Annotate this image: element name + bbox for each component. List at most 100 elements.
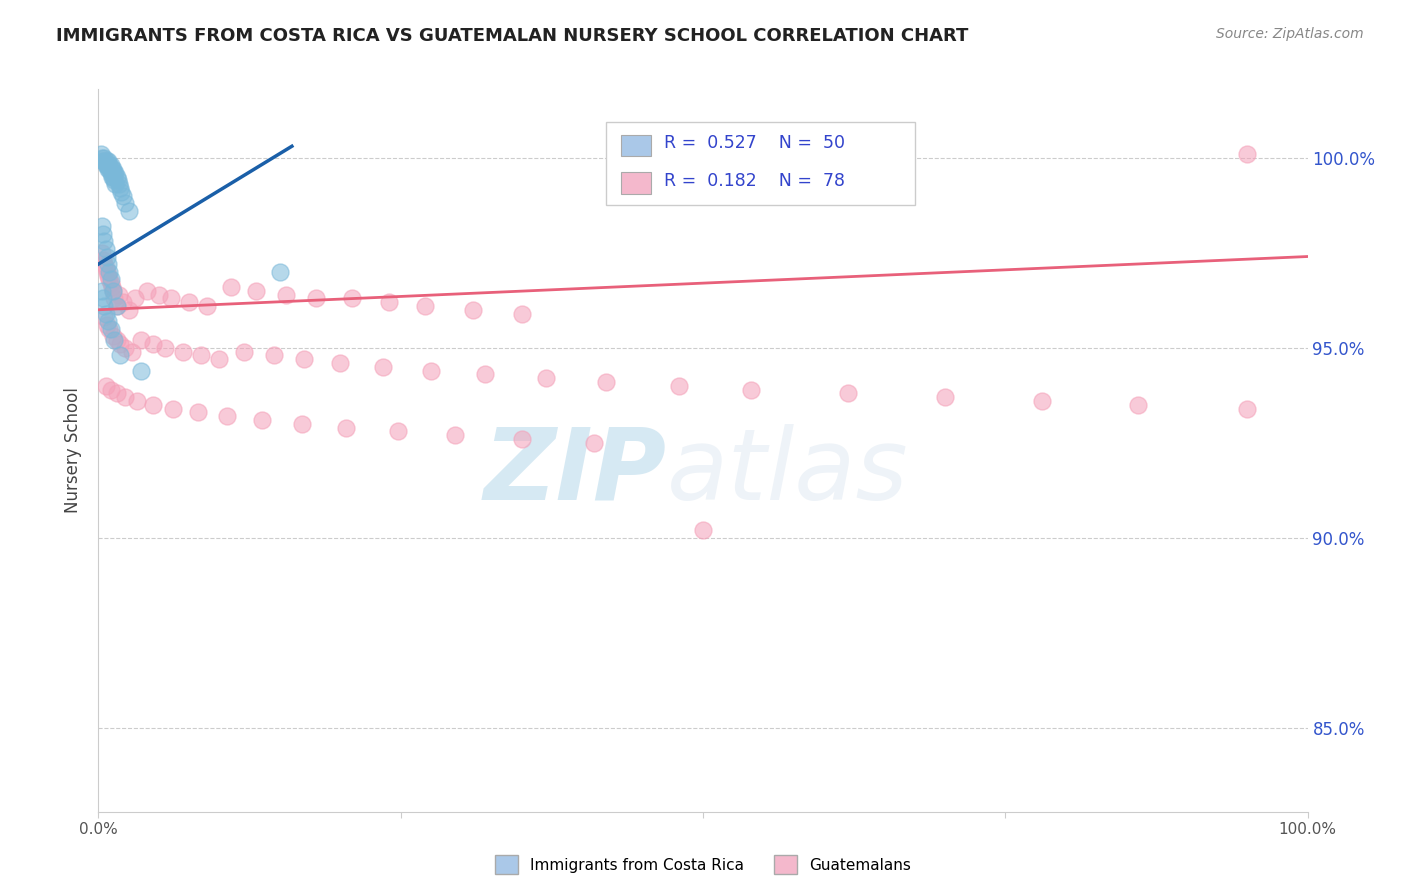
Guatemalans [510, 307, 533, 321]
Guatemalans [1031, 394, 1053, 409]
Immigrants from Costa Rica [91, 154, 114, 169]
Immigrants from Costa Rica [94, 158, 117, 172]
Immigrants from Costa Rica [104, 166, 127, 180]
Immigrants from Costa Rica [97, 257, 120, 271]
Immigrants from Costa Rica [96, 158, 118, 172]
Immigrants from Costa Rica [91, 219, 114, 233]
Guatemalans [162, 401, 184, 416]
Guatemalans [93, 310, 115, 325]
Guatemalans [114, 341, 136, 355]
Immigrants from Costa Rica [110, 185, 132, 199]
Immigrants from Costa Rica [91, 227, 114, 241]
Guatemalans [105, 386, 128, 401]
Guatemalans [98, 272, 121, 286]
Guatemalans [342, 291, 364, 305]
Immigrants from Costa Rica [104, 178, 127, 192]
Immigrants from Costa Rica [269, 265, 291, 279]
Y-axis label: Nursery School: Nursery School [65, 387, 83, 514]
Immigrants from Costa Rica [101, 162, 124, 177]
Immigrants from Costa Rica [100, 272, 122, 286]
Guatemalans [129, 333, 152, 347]
Guatemalans [420, 363, 443, 377]
Guatemalans [121, 344, 143, 359]
Guatemalans [142, 398, 165, 412]
Immigrants from Costa Rica [100, 166, 122, 180]
Guatemalans [100, 280, 122, 294]
Text: ZIP: ZIP [484, 424, 666, 521]
Guatemalans [232, 344, 254, 359]
Text: R =  0.182    N =  78: R = 0.182 N = 78 [664, 172, 845, 190]
Guatemalans [274, 287, 297, 301]
FancyBboxPatch shape [621, 135, 651, 156]
Guatemalans [179, 295, 201, 310]
Guatemalans [98, 322, 121, 336]
Guatemalans [583, 435, 606, 450]
Immigrants from Costa Rica [118, 203, 141, 218]
Guatemalans [371, 359, 394, 374]
Guatemalans [245, 284, 267, 298]
Immigrants from Costa Rica [98, 158, 121, 172]
Immigrants from Costa Rica [105, 299, 128, 313]
Immigrants from Costa Rica [108, 181, 131, 195]
Guatemalans [290, 417, 312, 431]
Immigrants from Costa Rica [97, 162, 120, 177]
Guatemalans [1128, 398, 1150, 412]
Guatemalans [1236, 401, 1258, 416]
Guatemalans [195, 299, 218, 313]
Guatemalans [413, 299, 436, 313]
Guatemalans [474, 368, 496, 382]
Immigrants from Costa Rica [93, 154, 115, 169]
Guatemalans [94, 379, 117, 393]
Guatemalans [142, 337, 165, 351]
Guatemalans [934, 390, 956, 404]
Guatemalans [111, 295, 134, 310]
Guatemalans [668, 379, 690, 393]
Immigrants from Costa Rica [100, 162, 122, 177]
Guatemalans [101, 284, 124, 298]
Guatemalans [187, 405, 209, 419]
FancyBboxPatch shape [621, 172, 651, 194]
Immigrants from Costa Rica [103, 333, 125, 347]
Immigrants from Costa Rica [103, 173, 125, 187]
Guatemalans [91, 253, 114, 268]
Guatemalans [101, 329, 124, 343]
Guatemalans [135, 284, 157, 298]
FancyBboxPatch shape [606, 121, 915, 205]
Guatemalans [91, 245, 114, 260]
Immigrants from Costa Rica [103, 166, 125, 180]
Immigrants from Costa Rica [100, 158, 122, 172]
Guatemalans [148, 287, 170, 301]
Immigrants from Costa Rica [93, 151, 115, 165]
Immigrants from Costa Rica [97, 314, 120, 328]
Legend: Immigrants from Costa Rica, Guatemalans: Immigrants from Costa Rica, Guatemalans [488, 849, 918, 880]
Immigrants from Costa Rica [93, 299, 115, 313]
Immigrants from Costa Rica [111, 188, 134, 202]
Immigrants from Costa Rica [98, 162, 121, 177]
Guatemalans [215, 409, 238, 424]
Immigrants from Costa Rica [108, 178, 131, 192]
Immigrants from Costa Rica [98, 265, 121, 279]
Guatemalans [153, 341, 176, 355]
Immigrants from Costa Rica [105, 169, 128, 184]
Guatemalans [93, 257, 115, 271]
Guatemalans [387, 425, 409, 439]
Guatemalans [100, 383, 122, 397]
Guatemalans [221, 280, 243, 294]
Guatemalans [377, 295, 399, 310]
Guatemalans [172, 344, 194, 359]
Text: R =  0.527    N =  50: R = 0.527 N = 50 [664, 135, 845, 153]
Guatemalans [1236, 146, 1258, 161]
Guatemalans [118, 302, 141, 317]
Immigrants from Costa Rica [100, 322, 122, 336]
Immigrants from Costa Rica [91, 291, 114, 305]
Guatemalans [444, 428, 467, 442]
Guatemalans [837, 386, 859, 401]
Guatemalans [127, 394, 149, 409]
Immigrants from Costa Rica [96, 250, 118, 264]
Immigrants from Costa Rica [108, 348, 131, 362]
Guatemalans [463, 302, 485, 317]
Text: atlas: atlas [666, 424, 908, 521]
Immigrants from Costa Rica [114, 196, 136, 211]
Guatemalans [534, 371, 557, 385]
Text: Source: ZipAtlas.com: Source: ZipAtlas.com [1216, 27, 1364, 41]
